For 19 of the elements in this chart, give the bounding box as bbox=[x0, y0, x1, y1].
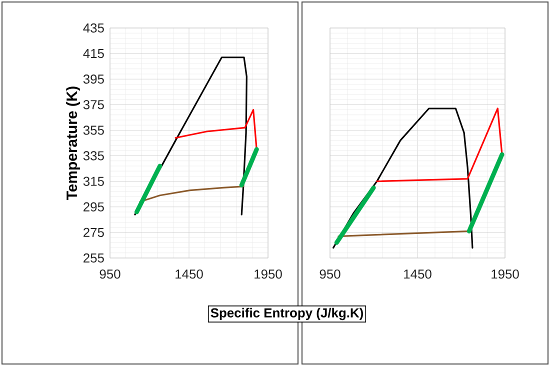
y-tick-label: 375 bbox=[83, 100, 104, 110]
x-tick-label: 1950 bbox=[492, 270, 519, 279]
x-tick-label: 1950 bbox=[254, 270, 282, 279]
y-tick-label: 275 bbox=[84, 228, 104, 238]
y-tick-label: 435 bbox=[83, 23, 104, 33]
x-tick-label: 1450 bbox=[404, 270, 432, 279]
y-tick-label: 415 bbox=[83, 49, 104, 58]
x-axis-title: Specific Entropy (J/kg.K) bbox=[210, 308, 363, 320]
y-axis-title: Temperature (K) bbox=[66, 86, 80, 200]
y-tick-label: 255 bbox=[84, 253, 104, 263]
y-tick-label: 315 bbox=[83, 176, 104, 186]
y-tick-label: 295 bbox=[84, 202, 104, 212]
y-tick-label: 355 bbox=[83, 126, 104, 135]
y-tick-label: 395 bbox=[83, 74, 104, 84]
y-tick-label: 335 bbox=[83, 151, 104, 160]
x-tick-label: 950 bbox=[320, 270, 340, 279]
line-series bbox=[174, 108, 258, 150]
x-tick-label: 950 bbox=[100, 270, 120, 279]
x-tick-label: 1450 bbox=[176, 270, 203, 279]
